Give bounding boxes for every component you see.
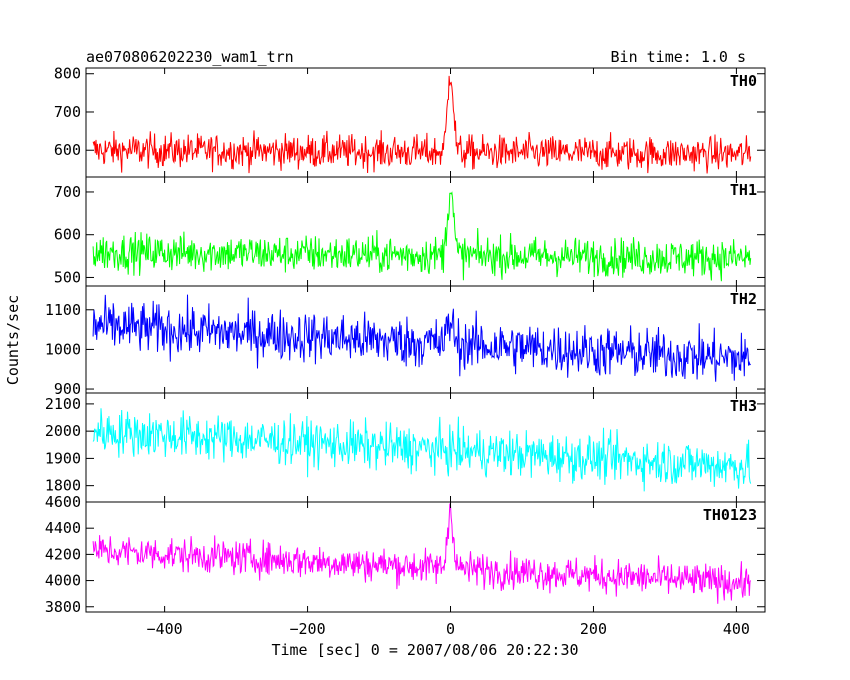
panel-name-label: TH0123 (703, 506, 757, 524)
y-tick-label: 600 (54, 141, 81, 159)
series-th1 (92, 191, 752, 282)
panel-th1: 500 600 700 TH1 (54, 176, 766, 287)
y-axis-label: Counts/sec (4, 295, 22, 385)
x-axis: −400 −200 0 200 400 (147, 620, 750, 638)
series-th0 (92, 75, 752, 174)
y-tick-label: 4000 (45, 572, 81, 590)
y-tick-label: 1000 (45, 340, 81, 358)
y-tick-label: 1100 (45, 301, 81, 319)
panel-th2: 900 1000 1100 TH2 (45, 285, 766, 398)
series-th3 (92, 408, 752, 492)
y-tick-label: 4400 (45, 519, 81, 537)
panel-th0: 600 700 800 TH0 (54, 65, 766, 178)
y-tick-label: 900 (54, 380, 81, 398)
y-tick-label: 4200 (45, 545, 81, 563)
y-tick-label: 4600 (45, 493, 81, 511)
x-tick-label: 0 (446, 620, 455, 638)
x-tick-label: −400 (147, 620, 183, 638)
y-tick-label: 800 (54, 65, 81, 83)
panel-frame (85, 501, 766, 613)
y-tick-label: 700 (54, 183, 81, 201)
figure-title: ae070806202230_wam1_trn (86, 48, 294, 66)
panel-name-label: TH2 (730, 290, 757, 308)
y-tick-label: 3800 (45, 598, 81, 616)
y-tick-label: 500 (54, 268, 81, 286)
panel-th0123: 3800 4000 4200 4400 4600 TH0123 (45, 493, 766, 616)
x-axis-label: Time [sec] 0 = 2007/08/06 20:22:30 (271, 641, 578, 659)
panel-th3: 1800 1900 2000 2100 TH3 (45, 392, 766, 503)
panel-name-label: TH1 (730, 181, 757, 199)
series-th0123 (92, 503, 752, 604)
y-tick-label: 1900 (45, 449, 81, 467)
y-tick-label: 1800 (45, 477, 81, 495)
panel-name-label: TH3 (730, 397, 757, 415)
x-tick-label: −200 (290, 620, 326, 638)
x-tick-label: 200 (580, 620, 607, 638)
y-tick-label: 2100 (45, 395, 81, 413)
y-tick-label: 600 (54, 226, 81, 244)
panels-group: 600 700 800 TH0 500 600 700 TH1 900 1000 1100 TH2 18… (45, 65, 766, 616)
series-th2 (92, 294, 751, 382)
x-tick-label: 400 (723, 620, 750, 638)
panel-name-label: TH0 (730, 72, 757, 90)
bin-time-label: Bin time: 1.0 s (611, 48, 746, 66)
y-tick-label: 700 (54, 103, 81, 121)
y-tick-label: 2000 (45, 422, 81, 440)
panel-frame (85, 176, 766, 287)
